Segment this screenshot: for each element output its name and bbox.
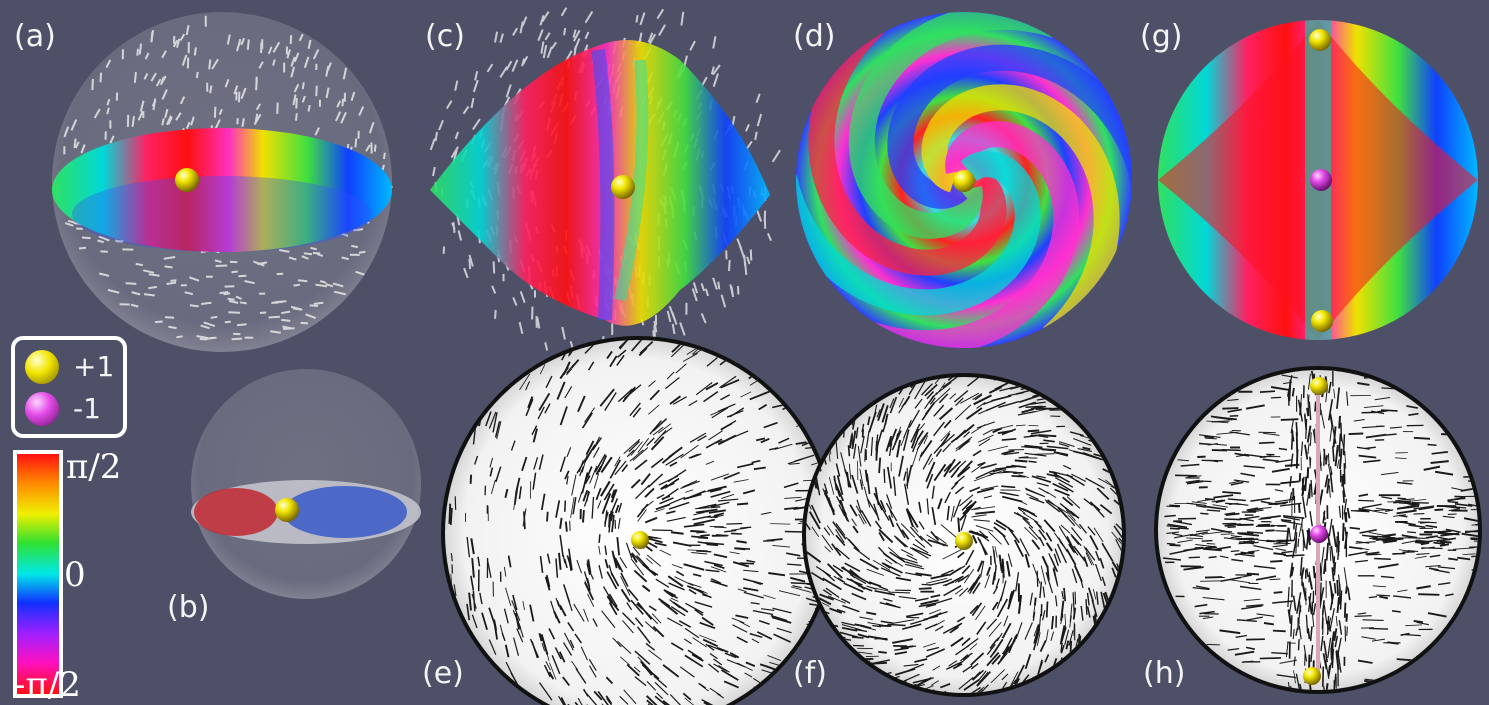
plus-defect-icon <box>25 350 59 384</box>
defect-plus-marker-h-bottom <box>1303 667 1321 685</box>
legend-minus-label: -1 <box>73 392 101 425</box>
panel-h-diagram <box>1154 366 1482 694</box>
panel-c-diagram <box>429 7 781 357</box>
panel-e-diagram <box>441 336 835 705</box>
colorbar-bottom-label: -π/2 <box>14 665 81 705</box>
defect-plus-marker-e <box>631 531 649 549</box>
defect-plus-marker-h-top <box>1310 377 1328 395</box>
panel-a-diagram <box>52 12 393 352</box>
colorbar <box>13 450 63 698</box>
panel-label-e: (e) <box>422 656 464 691</box>
defect-legend: +1 -1 <box>11 336 127 438</box>
defect-plus-marker-c <box>611 175 635 199</box>
panel-label-c: (c) <box>425 19 465 54</box>
panel-g-diagram <box>1158 20 1478 340</box>
colorbar-mid-label: 0 <box>64 555 86 595</box>
panel-label-g: (g) <box>1140 19 1183 54</box>
minus-defect-icon <box>25 392 59 426</box>
panel-d-diagram <box>796 12 1132 348</box>
panel-label-d: (d) <box>793 19 836 54</box>
defect-plus-marker-b <box>275 498 299 522</box>
panel-label-a: (a) <box>14 19 56 54</box>
defect-minus-marker-g <box>1310 169 1332 191</box>
panel-label-b: (b) <box>167 590 210 625</box>
legend-plus-label: +1 <box>73 350 115 383</box>
panel-b-diagram <box>191 369 421 599</box>
panel-f-diagram <box>802 373 1126 697</box>
defect-plus-marker-a <box>175 168 199 192</box>
colorbar-top-label: π/2 <box>66 447 122 487</box>
defect-minus-marker-h <box>1310 525 1328 543</box>
defect-plus-marker-d <box>953 170 975 192</box>
defect-plus-marker-g-top <box>1309 29 1331 51</box>
panel-label-f: (f) <box>793 656 827 691</box>
defect-plus-marker-f <box>955 532 973 550</box>
defect-plus-marker-g-bottom <box>1311 310 1333 332</box>
panel-label-h: (h) <box>1143 656 1186 691</box>
